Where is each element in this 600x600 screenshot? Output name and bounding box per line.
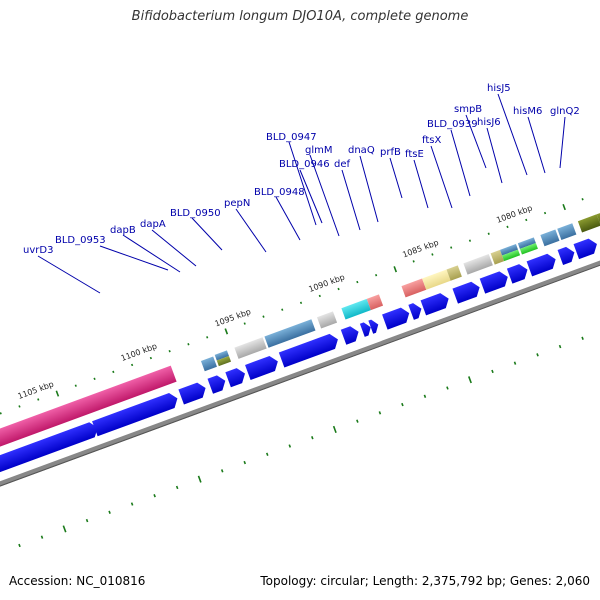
category-block: [422, 269, 451, 290]
scale-label: 1105 kbp: [17, 380, 55, 401]
category-block: [463, 254, 493, 275]
gene-arrow: [557, 246, 575, 266]
gene-arrow: [506, 264, 528, 284]
genome-title: Bifidobacterium longum DJO10A, complete …: [131, 9, 469, 24]
scale-label: 1090 kbp: [307, 273, 345, 294]
gene-labels: uvrD3 BLD_0953 dapB dapA BLD_0950 pepN B…: [23, 83, 580, 256]
scale-label: 1100 kbp: [120, 342, 158, 363]
gene-label-uvrD3: uvrD3: [23, 245, 53, 256]
accession-text: Accession: NC_010816: [9, 574, 146, 588]
category-block: [316, 311, 338, 329]
gene-label-dnaQ: dnaQ: [348, 145, 375, 156]
gene-label-hisJ5: hisJ5: [487, 83, 511, 94]
scale-label: 1095 kbp: [214, 307, 252, 328]
gene-label-glmM: glmM: [305, 145, 333, 156]
leader-lines: [37, 93, 566, 294]
genome-summary-text: Topology: circular; Length: 2,375,792 bp…: [260, 574, 590, 588]
gene-label-dapB: dapB: [110, 225, 136, 236]
category-block: [517, 237, 536, 249]
gene-arrow: [420, 293, 449, 316]
gene-arrow: [452, 281, 480, 304]
category-block: [540, 229, 560, 247]
category-blocks: [0, 179, 600, 477]
gene-label-def: def: [334, 159, 351, 170]
category-block: [264, 319, 316, 348]
outer-tick-ring: [0, 198, 584, 415]
gene-arrow: [245, 355, 278, 380]
gene-label-smpB: smpB: [454, 104, 482, 115]
genome-backbone: [0, 203, 600, 520]
category-block: [490, 249, 505, 265]
gene-label-BLD_0939: BLD_0939: [427, 119, 478, 130]
gene-arrow: [408, 303, 422, 320]
gene-label-BLD_0950: BLD_0950: [170, 208, 221, 219]
gene-arrow: [368, 319, 379, 334]
gene-label-ftsE: ftsE: [405, 149, 424, 160]
category-block: [0, 365, 177, 477]
gene-arrow: [382, 307, 410, 330]
scale-label: 1085 kbp: [401, 238, 439, 259]
gene-label-hisM6: hisM6: [513, 106, 542, 117]
category-block: [499, 243, 519, 256]
gene-arrow: [278, 333, 338, 368]
gene-arrow: [573, 238, 597, 260]
gene-label-prfB: prfB: [380, 147, 401, 158]
category-block: [234, 337, 267, 359]
category-block: [446, 265, 462, 281]
gene-arrow: [92, 392, 178, 437]
category-block: [216, 355, 232, 367]
category-block: [519, 243, 538, 255]
gene-arrow: [479, 271, 508, 294]
gene-arrow: [178, 382, 206, 405]
gene-label-pepN: pepN: [224, 198, 250, 209]
forward-gene-arrows: [0, 238, 597, 500]
scale-label: 1080 kbp: [495, 203, 533, 224]
category-block: [341, 298, 371, 320]
category-block: [401, 278, 427, 298]
gene-arrow: [207, 375, 226, 394]
gene-label-BLD_0953: BLD_0953: [55, 235, 106, 246]
category-block: [557, 223, 577, 241]
gene-arrow: [0, 422, 98, 500]
gene-label-ftsX: ftsX: [422, 135, 441, 146]
category-block: [366, 294, 384, 311]
gene-arrow: [340, 326, 359, 345]
gene-label-glnQ2: glnQ2: [550, 106, 580, 117]
category-block: [577, 214, 600, 233]
gene-label-BLD_0948: BLD_0948: [254, 187, 305, 198]
gene-label-dapA: dapA: [140, 219, 166, 230]
gene-arrow: [359, 322, 371, 337]
gene-label-BLD_0947: BLD_0947: [266, 132, 317, 143]
gene-label-hisJ6: hisJ6: [477, 117, 501, 128]
category-block: [502, 249, 521, 262]
gene-arrow: [225, 368, 246, 388]
inner-tick-ring: [18, 336, 584, 548]
gene-arrow: [526, 253, 556, 277]
category-block: [200, 356, 217, 372]
gene-label-BLD_0946: BLD_0946: [279, 159, 330, 170]
category-block: [214, 350, 229, 361]
scale-labels: 1105 kbp 1100 kbp 1095 kbp 1090 kbp 1085…: [17, 203, 534, 401]
